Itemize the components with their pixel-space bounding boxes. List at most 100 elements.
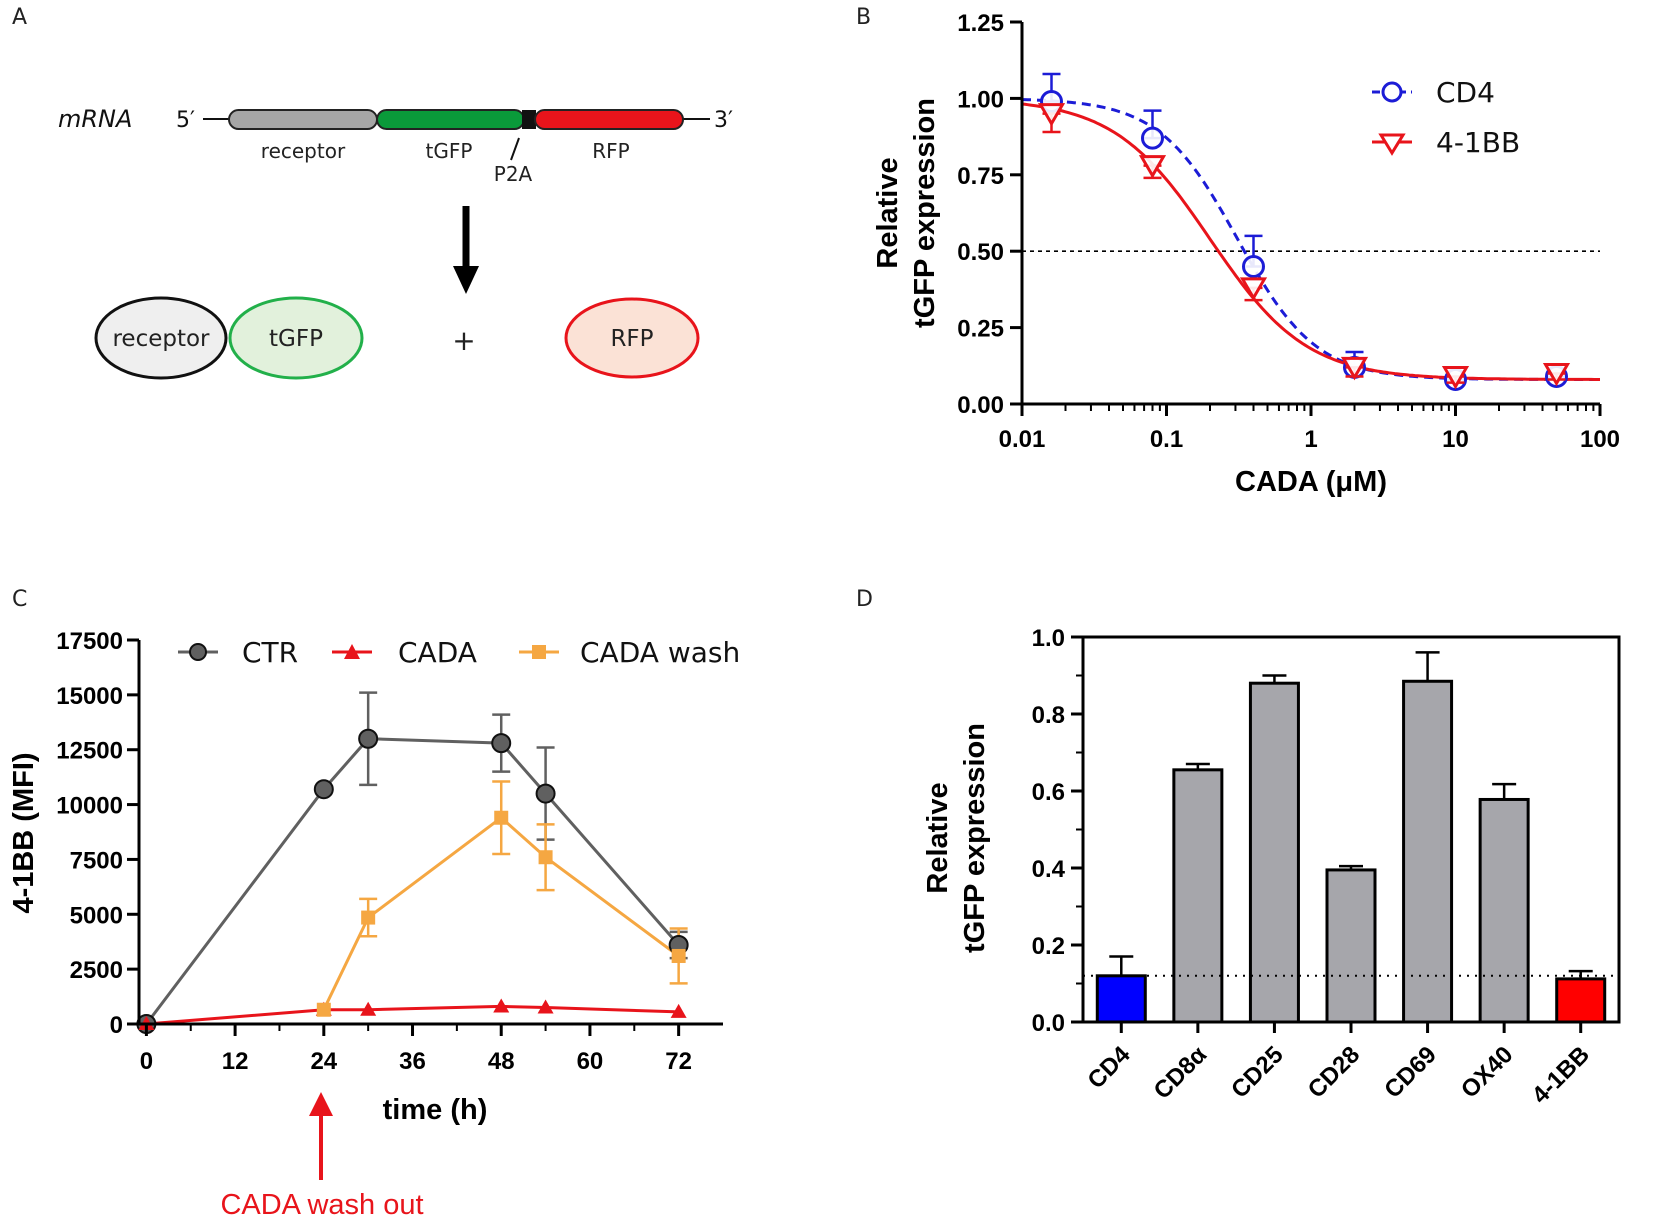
data-point-4-1bb <box>1037 103 1066 127</box>
panel-c-x-tick-label: 0 <box>140 1048 153 1075</box>
data-point-ctr <box>491 733 512 754</box>
panel-c-y-tick-label: 7500 <box>70 847 123 874</box>
panel-c-chart: 0 2500 5000 7500 10000 12500 15000 17500 0 12 24 3… <box>8 628 740 1221</box>
five-prime-label: 5′ <box>176 108 195 133</box>
data-point-4-1bb <box>1441 365 1470 390</box>
data-point-cada-wash <box>671 948 686 963</box>
panel-label-b: B <box>856 5 871 30</box>
data-point-ctr <box>313 779 334 800</box>
data-point-cd4 <box>1241 254 1265 278</box>
data-point-cada-wash <box>538 850 553 865</box>
panel-b-y-axis-label-line2: tGFP expression <box>909 98 941 328</box>
bar-0 <box>1095 974 1147 1024</box>
data-point-4-1bb <box>1542 362 1571 387</box>
panel-b-y-tick-label: 0.00 <box>957 392 1004 419</box>
legend-cada-wash-label: CADA wash <box>580 636 740 669</box>
panel-a-diagram: mRNA 5′ 3′ receptor tGFP P2A RFP recepto… <box>58 105 733 380</box>
data-point-4-1bb <box>1239 277 1268 301</box>
panel-b-series <box>1021 72 1600 392</box>
panel-d-x-tick-label: OX40 <box>1456 1041 1518 1103</box>
panel-d-x-tick-label: CD8α <box>1149 1041 1213 1105</box>
legend-cada-marker <box>344 644 360 659</box>
panel-c-y-axis-label: 4-1BB (MFI) <box>8 752 40 913</box>
bar-4 <box>1402 679 1454 1024</box>
panel-d-x-ticks: CD4 CD8α CD25 CD28 CD69 OX40 4-1BB <box>1082 1022 1595 1109</box>
mrna-label: mRNA <box>58 105 132 133</box>
rfp-protein <box>564 297 700 379</box>
panel-d-x-tick-label: CD25 <box>1226 1041 1288 1103</box>
panel-d-chart: 0.0 0.2 0.4 0.6 0.8 1.0 CD4 CD8α CD25 CD28 CD69 OX… <box>922 625 1621 1109</box>
panel-d-y-tick-label: 0.8 <box>1032 702 1065 729</box>
legend-4-1bb-label: 4-1BB <box>1436 126 1520 159</box>
tgfp-protein <box>228 296 364 380</box>
panel-label-c: C <box>12 587 27 612</box>
data-point-cada <box>360 1001 377 1016</box>
panel-c-legend: CTR CADA CADA wash <box>178 636 740 669</box>
panel-b-y-tick-label: 1.00 <box>957 86 1004 113</box>
panel-label-a: A <box>12 5 27 30</box>
panel-c-y-tick-label: 12500 <box>56 738 123 765</box>
panel-d-y-tick-label: 0.0 <box>1032 1010 1065 1037</box>
panel-c-x-tick-label: 24 <box>310 1048 337 1075</box>
panel-c-axes <box>137 640 723 1026</box>
panel-label-d: D <box>856 587 873 612</box>
panel-b-legend: CD4 4-1BB <box>1372 76 1520 159</box>
p2a-segment-label: P2A <box>494 162 533 186</box>
legend-ctr-label: CTR <box>242 636 298 669</box>
panel-c-x-ticks: 0 12 24 36 48 60 72 <box>140 1024 692 1075</box>
panel-c-y-tick-label: 0 <box>110 1012 123 1039</box>
panel-c-x-tick-label: 48 <box>488 1048 515 1075</box>
data-point-cada <box>537 999 554 1014</box>
panel-b-x-tick-label: 1 <box>1304 426 1317 453</box>
receptor-segment <box>228 109 378 130</box>
data-point-cada-wash <box>316 1002 331 1017</box>
panel-b-x-tick-label: 100 <box>1580 426 1620 453</box>
legend-cada-wash-marker <box>532 645 546 659</box>
p2a-pointer <box>510 137 520 161</box>
panel-b-x-tick-label: 0.01 <box>999 426 1046 453</box>
panel-c-y-tick-label: 15000 <box>56 683 123 710</box>
wash-out-arrow-head <box>309 1092 333 1116</box>
bar-1 <box>1172 768 1224 1024</box>
series-4-1bb-fit-curve <box>1021 102 1600 381</box>
data-point-4-1bb <box>1138 155 1167 179</box>
translation-arrow-head <box>453 266 479 294</box>
panel-c-y-tick-label: 10000 <box>56 793 123 820</box>
panel-b-y-tick-label: 0.25 <box>957 316 1004 343</box>
panel-d-y-ticks: 0.0 0.2 0.4 0.6 0.8 1.0 <box>1032 625 1083 1037</box>
data-point-cada-wash <box>494 810 509 825</box>
wash-out-label: CADA wash out <box>220 1189 423 1221</box>
panel-b-y-tick-label: 0.75 <box>957 163 1004 190</box>
panel-d-x-tick-label: 4-1BB <box>1527 1041 1595 1109</box>
panel-b-y-ticks: 0.00 0.25 0.50 0.75 1.00 1.25 <box>957 10 1022 419</box>
legend-cada-label: CADA <box>398 636 477 669</box>
panel-d-x-tick-label: CD4 <box>1082 1041 1136 1095</box>
tgfp-segment <box>376 109 525 130</box>
rfp-protein-label: RFP <box>610 326 653 352</box>
panel-b-y-axis-label-line1: Relative <box>872 157 904 268</box>
bar-6 <box>1555 977 1607 1024</box>
panel-b-x-ticks: 0.01 0.1 1 10 100 <box>999 404 1620 453</box>
panel-d-x-tick-label: CD69 <box>1379 1041 1441 1103</box>
series-cada-line <box>146 1004 679 1026</box>
receptor-protein <box>94 296 228 380</box>
tgfp-segment-label: tGFP <box>426 139 473 163</box>
p2a-segment <box>522 110 536 129</box>
panel-d-x-tick-label: CD28 <box>1303 1041 1365 1103</box>
panel-b-x-axis-label: CADA (μM) <box>1235 466 1387 498</box>
panel-b-y-tick-label: 0.50 <box>957 239 1004 266</box>
panel-c-y-ticks: 0 2500 5000 7500 10000 12500 15000 17500 <box>56 628 139 1039</box>
legend-cd4-label: CD4 <box>1436 76 1495 109</box>
data-point-cada-wash <box>361 910 376 925</box>
panel-c-y-tick-label: 17500 <box>56 628 123 655</box>
data-point-ctr <box>358 728 379 749</box>
panel-b-x-tick-label: 0.1 <box>1150 426 1183 453</box>
panel-d-y-tick-label: 1.0 <box>1032 625 1065 652</box>
bar-3 <box>1325 868 1377 1024</box>
bar-5 <box>1478 797 1530 1024</box>
plus-sign: + <box>452 324 475 357</box>
panel-b-axes <box>1020 22 1600 406</box>
panel-d-y-tick-label: 0.4 <box>1032 856 1066 883</box>
panel-d-y-axis-label-line1: Relative <box>922 782 954 893</box>
